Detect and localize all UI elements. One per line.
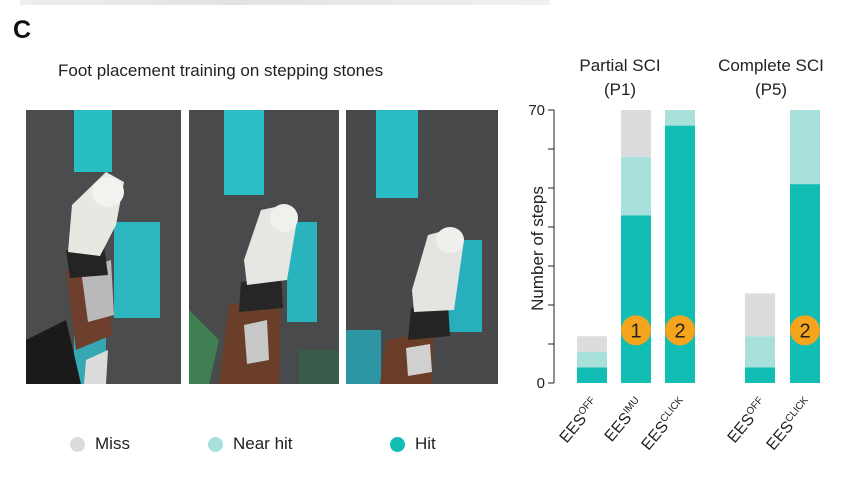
x-category-label: EESCLICK xyxy=(763,395,817,454)
group-title-line1: Partial SCI xyxy=(579,56,660,75)
bar-segment-near-hit xyxy=(577,351,607,368)
legend-item-near-hit: Near hit xyxy=(208,432,293,456)
panel-letter: C xyxy=(13,16,32,44)
bar-segment-miss xyxy=(577,336,607,352)
legend-label-hit: Hit xyxy=(415,434,436,453)
group-title-line2: (P1) xyxy=(604,80,636,99)
y-tick-label: 0 xyxy=(537,375,545,392)
legend-swatch-miss xyxy=(70,436,85,452)
stepping-stone-photo-3 xyxy=(346,110,498,384)
legend-swatch-hit xyxy=(390,436,405,452)
stepping-stone-photo-2 xyxy=(189,110,339,384)
bar-segment-near-hit xyxy=(790,110,820,185)
bar-segment-hit xyxy=(790,184,820,383)
badge-circle xyxy=(790,315,820,346)
bar-segment-near-hit xyxy=(665,110,695,126)
bar-segment-near-hit xyxy=(621,156,651,216)
x-category-label: EESCLICK xyxy=(638,395,692,454)
top-divider xyxy=(20,0,550,5)
y-tick-label: 70 xyxy=(528,102,545,119)
y-axis-title: Number of steps xyxy=(528,186,547,311)
bar-segment-hit xyxy=(621,215,651,383)
legend-label-near-hit: Near hit xyxy=(233,434,293,453)
badge-circle xyxy=(621,315,651,346)
legend-item-hit: Hit xyxy=(390,432,436,456)
x-category-label: EESOFF xyxy=(724,395,771,446)
group-title-line1: Complete SCI xyxy=(718,56,824,75)
badge-label: 2 xyxy=(799,320,810,342)
legend-swatch-near-hit xyxy=(208,436,223,452)
x-category-label: EESOFF xyxy=(556,395,603,446)
group-title-line2: (P5) xyxy=(755,80,787,99)
bar-segment-hit xyxy=(745,367,775,383)
bar-segment-miss xyxy=(745,293,775,337)
x-category-label: EESIMU xyxy=(601,395,647,445)
legend-label-miss: Miss xyxy=(95,434,130,453)
badge-label: 1 xyxy=(630,320,641,342)
bar-segment-miss xyxy=(621,110,651,157)
bar-segment-hit xyxy=(577,367,607,383)
legend-item-miss: Miss xyxy=(70,432,130,456)
photo-title: Foot placement training on stepping ston… xyxy=(58,61,384,80)
bar-segment-near-hit xyxy=(745,336,775,368)
badge-circle xyxy=(665,315,695,346)
badge-label: 2 xyxy=(674,320,685,342)
stepping-stone-photo-1 xyxy=(26,110,181,384)
